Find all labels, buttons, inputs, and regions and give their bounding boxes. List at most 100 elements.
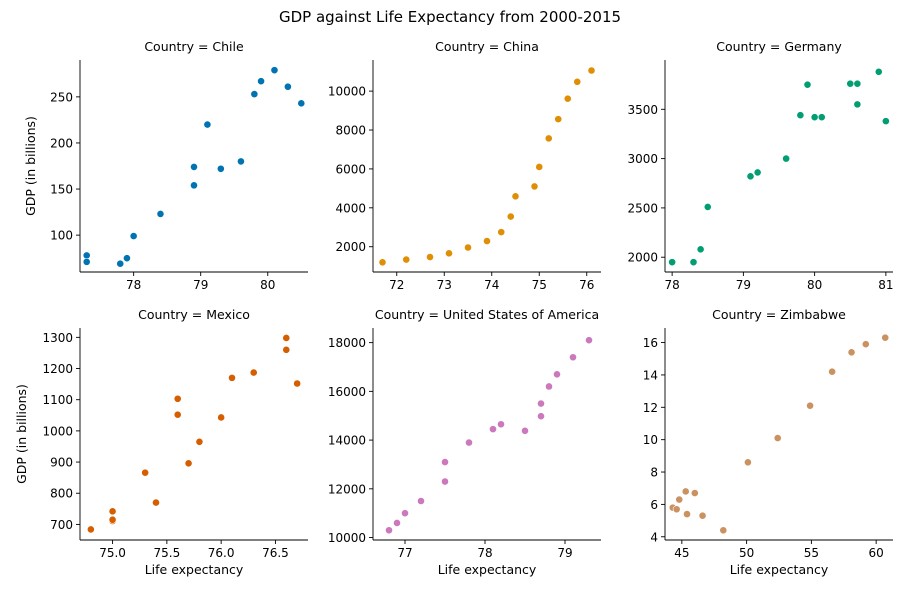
x-tick-label: 73 (437, 278, 452, 292)
facet-title: Country = China (435, 39, 539, 54)
x-tick-label: 76.5 (262, 546, 289, 560)
data-point (108, 515, 117, 524)
data-point (846, 79, 855, 88)
data-point (283, 82, 292, 91)
data-point (156, 210, 165, 218)
data-point (753, 168, 762, 177)
y-tick-label: 200 (50, 136, 73, 150)
data-point (217, 413, 226, 422)
facet-title: Country = Chile (144, 39, 244, 54)
x-tick-label: 80 (807, 278, 822, 292)
data-point (511, 192, 520, 201)
y-tick-label: 8000 (335, 124, 366, 138)
data-point (465, 438, 473, 447)
facet-title: Country = Zimbabwe (712, 307, 846, 322)
y-tick-label: 18000 (328, 336, 366, 350)
data-point (796, 111, 805, 120)
y-tick-label: 2000 (627, 251, 658, 265)
data-point (828, 367, 837, 376)
data-point (810, 113, 819, 122)
data-point (237, 157, 245, 166)
data-point (545, 382, 553, 391)
y-tick-label: 800 (50, 487, 73, 501)
data-point (681, 487, 690, 496)
data-point (129, 232, 138, 240)
data-point (535, 163, 544, 171)
data-point (152, 498, 160, 507)
y-tick-label: 1100 (42, 393, 73, 407)
data-point (417, 497, 425, 505)
facet-title: Country = Germany (716, 39, 842, 54)
y-tick-label: 4 (650, 530, 658, 544)
x-tick-label: 74 (484, 278, 499, 292)
data-point (703, 203, 712, 211)
data-point (668, 258, 677, 267)
data-point (173, 394, 182, 403)
facet-title: Country = United States of America (375, 307, 599, 322)
data-point (675, 495, 684, 504)
data-point (445, 249, 453, 258)
data-point (853, 100, 862, 109)
data-point (497, 228, 506, 237)
figure-title: GDP against Life Expectancy from 2000-20… (278, 8, 622, 26)
data-point (537, 412, 545, 421)
y-tick-label: 250 (50, 90, 73, 104)
y-tick-label: 16000 (328, 385, 366, 399)
data-point (683, 510, 691, 519)
data-point (672, 505, 681, 514)
y-tick-label: 12000 (328, 482, 366, 496)
x-tick-label: 81 (878, 278, 893, 292)
x-tick-label: 79 (557, 546, 572, 560)
data-point (378, 258, 387, 267)
x-axis-label: Life expectancy (145, 562, 244, 577)
data-point (116, 259, 125, 268)
x-tick-label: 77 (397, 546, 412, 560)
data-point (803, 80, 812, 89)
y-tick-label: 16 (643, 336, 658, 350)
data-point (195, 437, 204, 446)
data-point (506, 212, 515, 221)
x-tick-label: 78 (126, 278, 141, 292)
y-tick-label: 14 (643, 368, 658, 382)
y-tick-label: 14000 (328, 434, 366, 448)
data-point (464, 243, 472, 252)
y-tick-label: 700 (50, 518, 73, 532)
y-tick-label: 3000 (627, 152, 658, 166)
y-tick-label: 10000 (328, 531, 366, 545)
data-point (554, 115, 563, 124)
y-tick-label: 10 (643, 433, 658, 447)
data-point (82, 251, 91, 260)
data-point (426, 253, 434, 261)
data-point (249, 368, 258, 377)
data-point (483, 237, 491, 245)
y-tick-label: 10000 (328, 85, 366, 99)
y-tick-label: 8 (650, 466, 658, 480)
data-point (123, 254, 131, 263)
data-point (385, 526, 393, 535)
facet-title: Country = Mexico (138, 307, 250, 322)
data-point (441, 477, 449, 486)
x-tick-label: 45 (674, 546, 689, 560)
x-tick-label: 76.0 (208, 546, 235, 560)
data-point (696, 245, 705, 254)
y-tick-label: 150 (50, 183, 73, 197)
x-axis-label: Life expectancy (730, 562, 829, 577)
data-point (173, 410, 182, 419)
data-point (257, 77, 265, 86)
data-point (141, 468, 150, 477)
data-point (861, 340, 870, 349)
data-point (874, 67, 883, 76)
data-point (553, 370, 561, 379)
data-point (250, 90, 259, 99)
x-tick-label: 79 (193, 278, 208, 292)
data-point (190, 181, 198, 190)
data-point (689, 258, 698, 267)
data-point (847, 348, 856, 357)
data-point (203, 120, 212, 129)
data-point (719, 526, 728, 535)
y-tick-label: 100 (50, 229, 73, 243)
y-tick-label: 1200 (42, 362, 73, 376)
data-point (544, 134, 553, 143)
y-tick-label: 1000 (42, 424, 73, 438)
data-point (563, 94, 572, 103)
